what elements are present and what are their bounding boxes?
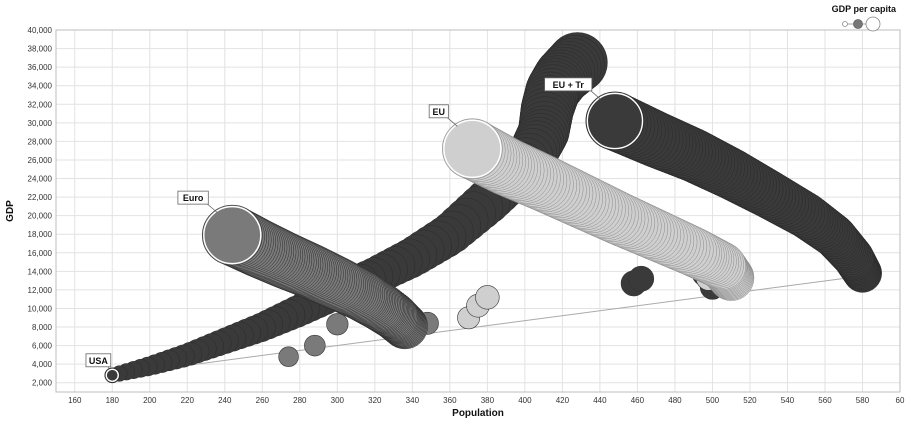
x-tick-label: 540	[781, 396, 795, 405]
y-tick-label: 20,000	[28, 212, 53, 221]
y-tick-label: 6,000	[32, 342, 53, 351]
x-tick-label: 400	[518, 396, 532, 405]
y-tick-label: 28,000	[28, 137, 53, 146]
x-tick-label: 560	[818, 396, 832, 405]
x-tick-label: 480	[668, 396, 682, 405]
y-tick-label: 32,000	[28, 100, 53, 109]
y-tick-label: 12,000	[28, 286, 53, 295]
ghost-bubble	[629, 266, 654, 291]
y-tick-label: 14,000	[28, 267, 53, 276]
x-tick-label: 200	[143, 396, 157, 405]
head-bubble[interactable]	[202, 205, 262, 265]
head-bubble[interactable]	[442, 119, 502, 179]
x-axis-title: Population	[452, 408, 504, 419]
x-tick-label: 420	[556, 396, 570, 405]
x-tick-label: 280	[293, 396, 307, 405]
ghost-bubble	[327, 313, 349, 335]
y-tick-label: 18,000	[28, 230, 53, 239]
y-tick-label: 10,000	[28, 304, 53, 313]
y-tick-label: 22,000	[28, 193, 53, 202]
legend-large-bubble	[866, 17, 880, 31]
ghost-bubble	[475, 285, 499, 309]
legend-small-bubble	[843, 22, 848, 27]
x-tick-label: 260	[256, 396, 270, 405]
head-bubble[interactable]	[105, 368, 120, 383]
x-tick-label: 60	[896, 396, 905, 405]
legend-medium-bubble	[854, 20, 863, 29]
x-tick-label: 340	[406, 396, 420, 405]
y-tick-label: 24,000	[28, 175, 53, 184]
head-bubble[interactable]	[586, 92, 644, 150]
y-tick-label: 16,000	[28, 249, 53, 258]
x-tick-label: 460	[631, 396, 645, 405]
y-tick-label: 4,000	[32, 360, 53, 369]
y-tick-label: 30,000	[28, 119, 53, 128]
series-label-text: EU + Tr	[553, 80, 585, 90]
y-tick-label: 40,000	[28, 26, 53, 35]
x-tick-label: 220	[181, 396, 195, 405]
x-tick-label: 520	[743, 396, 757, 405]
x-axis-ticks: 160 180 200 220 240 260 280 300 320 340 360 380 400 4…	[68, 396, 905, 405]
y-axis-ticks: 2,000 4,000 6,000 8,000 10,000 12,000 14,000 16…	[28, 26, 53, 388]
series-layer	[105, 32, 882, 382]
legend[interactable]: GDP per capita	[832, 4, 897, 31]
x-tick-label: 440	[593, 396, 607, 405]
x-tick-label: 500	[706, 396, 720, 405]
y-tick-label: 8,000	[32, 323, 53, 332]
ghost-bubble	[279, 347, 299, 367]
y-axis-title: GDP	[5, 200, 16, 222]
series-label-text: EU	[433, 107, 446, 117]
label-leader	[206, 203, 217, 213]
x-tick-label: 320	[368, 396, 382, 405]
y-tick-label: 36,000	[28, 63, 53, 72]
x-tick-label: 360	[443, 396, 457, 405]
series-label-text: Euro	[183, 193, 204, 203]
x-tick-label: 580	[856, 396, 870, 405]
y-tick-label: 34,000	[28, 82, 53, 91]
y-tick-label: 2,000	[32, 379, 53, 388]
x-tick-label: 160	[68, 396, 82, 405]
x-tick-label: 300	[331, 396, 345, 405]
x-tick-label: 380	[481, 396, 495, 405]
y-tick-label: 26,000	[28, 156, 53, 165]
legend-title: GDP per capita	[832, 4, 897, 14]
y-tick-label: 38,000	[28, 45, 53, 54]
label-usa: USA	[86, 354, 111, 370]
series-label-text: USA	[89, 356, 109, 366]
x-tick-label: 240	[218, 396, 232, 405]
x-tick-label: 180	[106, 396, 120, 405]
label-euro: Euro	[178, 191, 217, 213]
label-leader	[446, 117, 457, 127]
ghost-bubble	[304, 335, 325, 356]
